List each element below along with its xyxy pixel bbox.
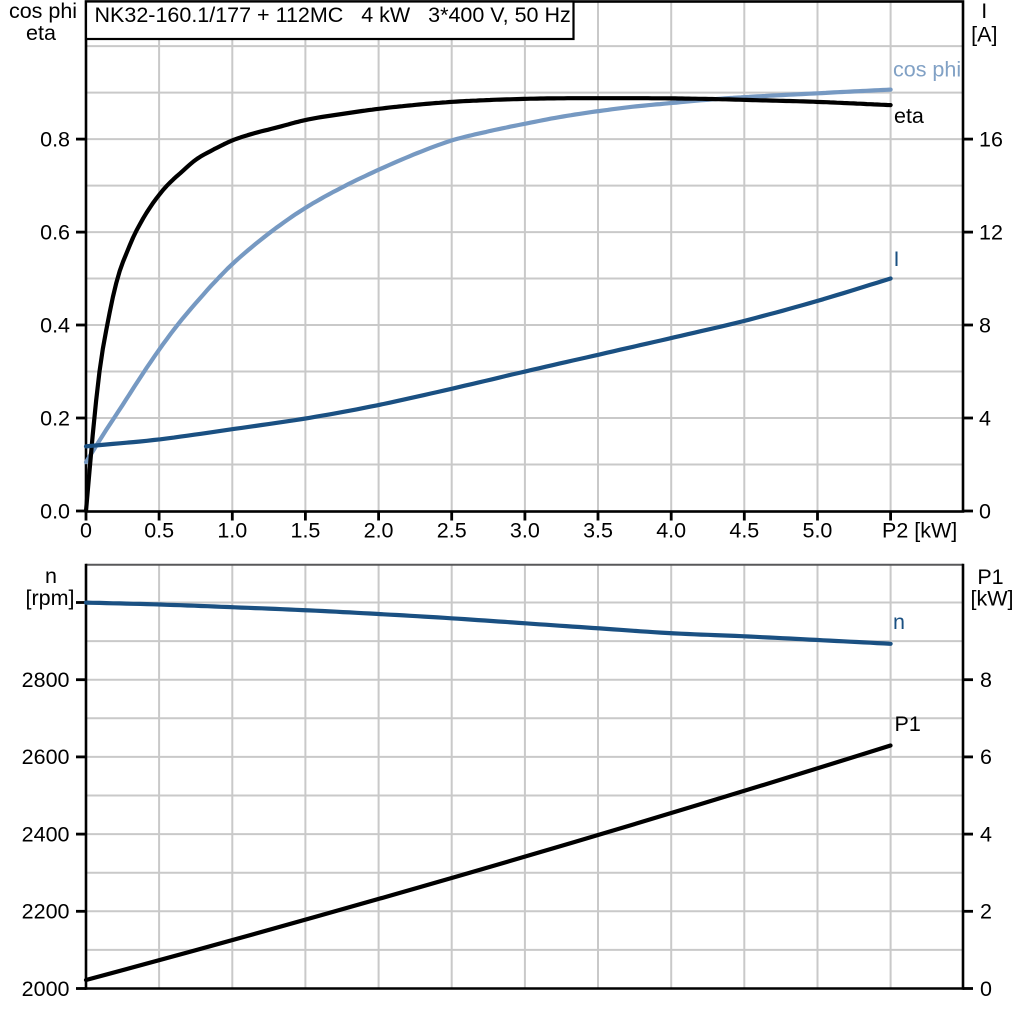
svg-text:4.5: 4.5	[729, 518, 759, 542]
svg-text:0.8: 0.8	[40, 127, 70, 151]
svg-text:2200: 2200	[22, 900, 70, 924]
svg-text:6: 6	[980, 745, 992, 769]
svg-text:0.2: 0.2	[40, 406, 70, 430]
svg-text:[rpm]: [rpm]	[26, 586, 75, 610]
svg-text:0: 0	[980, 977, 992, 1001]
svg-text:12: 12	[979, 220, 1003, 244]
svg-text:cos phi: cos phi	[893, 58, 961, 82]
svg-text:1.0: 1.0	[217, 518, 247, 542]
svg-text:3.0: 3.0	[510, 518, 540, 542]
svg-text:P2 [kW]: P2 [kW]	[882, 518, 957, 542]
svg-text:2: 2	[980, 900, 992, 924]
svg-text:0.5: 0.5	[144, 518, 174, 542]
svg-text:8: 8	[980, 668, 992, 692]
svg-text:3.5: 3.5	[583, 518, 613, 542]
svg-text:I: I	[894, 247, 900, 271]
svg-text:8: 8	[979, 313, 991, 337]
svg-text:2400: 2400	[22, 822, 70, 846]
svg-text:eta: eta	[894, 104, 924, 128]
svg-text:0: 0	[80, 518, 92, 542]
svg-text:P1: P1	[977, 565, 1003, 589]
svg-text:0.6: 0.6	[40, 220, 70, 244]
svg-text:[kW]: [kW]	[971, 586, 1014, 610]
svg-text:n: n	[893, 610, 905, 634]
svg-text:n: n	[45, 564, 57, 588]
svg-text:2600: 2600	[22, 745, 70, 769]
svg-text:cos phi: cos phi	[9, 0, 77, 23]
svg-text:5.0: 5.0	[803, 518, 833, 542]
svg-text:eta: eta	[26, 21, 56, 45]
svg-text:2.0: 2.0	[364, 518, 394, 542]
svg-text:4: 4	[980, 822, 992, 846]
svg-text:2800: 2800	[22, 668, 70, 692]
svg-text:4.0: 4.0	[656, 518, 686, 542]
svg-text:I: I	[981, 0, 987, 23]
svg-text:NK32-160.1/177 + 112MC 4 kW: NK32-160.1/177 + 112MC 4 kW 3*400 V, 50 …	[95, 3, 571, 27]
svg-text:[A]: [A]	[971, 22, 997, 46]
svg-text:16: 16	[979, 127, 1003, 151]
svg-text:0.4: 0.4	[40, 313, 70, 337]
svg-text:0: 0	[979, 499, 991, 523]
svg-text:4: 4	[979, 406, 991, 430]
svg-text:2000: 2000	[22, 977, 70, 1001]
svg-text:P1: P1	[895, 712, 921, 736]
svg-text:2.5: 2.5	[437, 518, 467, 542]
svg-text:1.5: 1.5	[290, 518, 320, 542]
svg-text:0.0: 0.0	[40, 499, 70, 523]
